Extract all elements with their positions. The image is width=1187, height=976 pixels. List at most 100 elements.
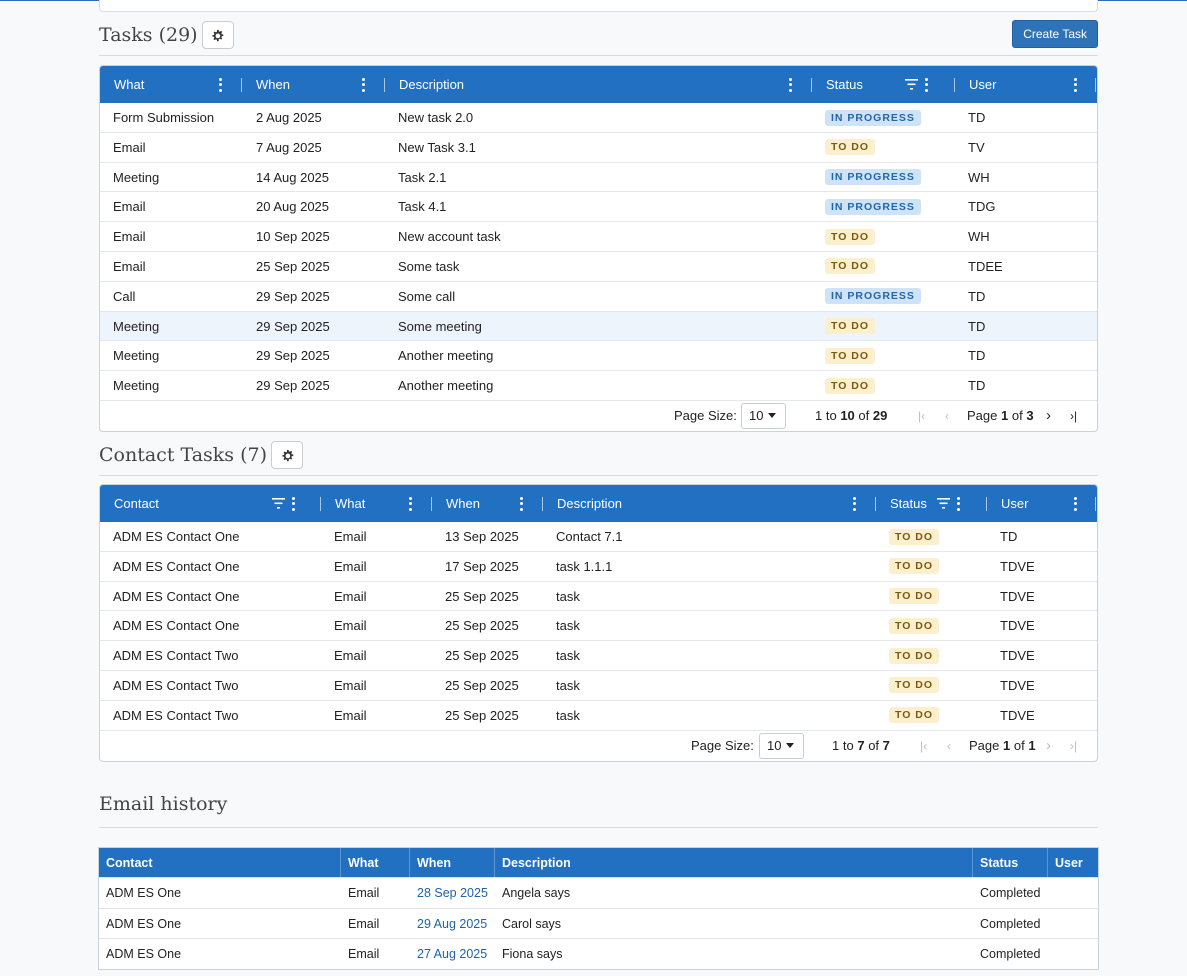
cell-desc: Task 4.1 <box>398 199 447 215</box>
cell-user: TD <box>968 288 986 304</box>
cell-when: 13 Sep 2025 <box>445 529 519 544</box>
eh-col-when[interactable]: When <box>410 848 495 877</box>
col-header-status[interactable]: Status <box>826 77 863 92</box>
filter-icon[interactable] <box>905 79 918 90</box>
col-tools-status[interactable] <box>905 66 928 103</box>
kebab-icon[interactable] <box>924 77 928 92</box>
tasks-settings-button[interactable] <box>201 21 234 49</box>
contact-tasks-section-header: Contact Tasks (7) <box>99 441 1098 469</box>
contact-tasks-grid: Contact What When Description Status Use… <box>99 484 1098 762</box>
email-date-link[interactable]: 27 Aug 2025 <box>417 947 488 962</box>
table-row[interactable]: ADM ES Contact Two Email 25 Sep 2025 task TO… <box>100 671 1097 701</box>
table-row[interactable]: ADM ES Contact Two Email 25 Sep 2025 task TO… <box>100 701 1097 731</box>
page-size-select[interactable]: 10 <box>759 732 804 759</box>
create-task-button[interactable]: Create Task <box>1012 20 1098 48</box>
col-resize-handle[interactable] <box>431 497 432 511</box>
col-tools-status[interactable] <box>937 485 960 522</box>
cell-when: 25 Sep 2025 <box>445 707 519 723</box>
col-resize-handle[interactable] <box>320 497 321 511</box>
col-resize-handle[interactable] <box>384 78 385 92</box>
cell-contact: ADM ES Contact Two <box>113 677 239 693</box>
col-header-when[interactable]: When <box>256 77 290 92</box>
first-page-icon[interactable]: |‹ <box>918 408 926 423</box>
last-page-icon[interactable]: ›| <box>1070 408 1078 423</box>
kebab-icon[interactable] <box>291 496 295 511</box>
page-size-label: Page Size: <box>674 408 737 424</box>
col-resize-handle[interactable] <box>1095 497 1096 511</box>
col-header-what[interactable]: What <box>114 77 145 92</box>
kebab-icon <box>788 77 792 92</box>
col-header-what[interactable]: What <box>335 496 366 511</box>
col-header-contact[interactable]: Contact <box>114 496 159 511</box>
table-row[interactable]: Meeting 29 Sep 2025 Another meeting TO DO TD <box>100 371 1097 401</box>
col-resize-handle[interactable] <box>954 78 955 92</box>
eh-col-contact[interactable]: Contact <box>99 848 341 877</box>
col-header-description[interactable]: Description <box>399 77 465 92</box>
kebab-icon[interactable] <box>956 496 960 511</box>
table-row[interactable]: Form Submission 2 Aug 2025 New task 2.0 IN … <box>100 103 1097 133</box>
table-row[interactable]: Call 29 Sep 2025 Some call IN PROGRESS TD <box>100 282 1097 312</box>
filter-icon[interactable] <box>937 498 950 509</box>
col-menu-description[interactable] <box>852 485 856 522</box>
cell-desc: New account task <box>398 229 501 245</box>
next-page-icon[interactable]: › <box>1046 407 1051 425</box>
table-row[interactable]: Email 7 Aug 2025 New Task 3.1 TO DO TV <box>100 133 1097 163</box>
email-date-link[interactable]: 29 Aug 2025 <box>417 916 488 931</box>
col-header-description[interactable]: Description <box>557 496 623 511</box>
cell-user: TD <box>1000 529 1018 544</box>
table-row[interactable]: ADM ES Contact Two Email 25 Sep 2025 task TO… <box>100 641 1097 671</box>
row-range-text: 1 to 7 of 7 <box>832 738 890 754</box>
cell-when: 10 Sep 2025 <box>256 229 330 245</box>
col-header-status[interactable]: Status <box>890 496 927 511</box>
col-resize-handle[interactable] <box>241 78 242 92</box>
col-menu-description[interactable] <box>788 66 792 103</box>
table-row[interactable]: Email 10 Sep 2025 New account task TO DO WH <box>100 222 1097 252</box>
table-row[interactable]: ADM ES Contact One Email 25 Sep 2025 task TO… <box>100 611 1097 642</box>
table-row[interactable]: Email 20 Aug 2025 Task 4.1 IN PROGRESS TDG <box>100 192 1097 223</box>
col-menu-what[interactable] <box>408 485 412 522</box>
eh-col-status[interactable]: Status <box>973 848 1048 877</box>
col-menu-user[interactable] <box>1073 485 1077 522</box>
eh-col-description[interactable]: Description <box>495 848 973 877</box>
status-badge: IN PROGRESS <box>825 288 921 305</box>
col-resize-handle[interactable] <box>1095 78 1096 92</box>
col-resize-handle[interactable] <box>875 497 876 511</box>
table-row[interactable]: ADM ES Contact One Email 13 Sep 2025 Contac… <box>100 522 1097 552</box>
col-resize-handle[interactable] <box>811 78 812 92</box>
filter-icon[interactable] <box>272 498 285 509</box>
cell-when: 25 Sep 2025 <box>445 677 519 693</box>
table-row[interactable]: Meeting 29 Sep 2025 Another meeting TO DO TD <box>100 341 1097 372</box>
cell-what: Email <box>113 199 146 215</box>
col-header-user[interactable]: User <box>969 77 997 92</box>
col-tools-contact[interactable] <box>272 485 295 522</box>
contact-tasks-settings-button[interactable] <box>271 441 303 469</box>
next-page-icon[interactable]: › <box>1046 737 1051 755</box>
col-resize-handle[interactable] <box>542 497 543 511</box>
cell-status: TO DO <box>889 611 940 640</box>
eh-col-what[interactable]: What <box>341 848 410 877</box>
col-menu-when[interactable] <box>519 485 523 522</box>
eh-col-user[interactable]: User <box>1055 855 1083 870</box>
table-row[interactable]: Email 25 Sep 2025 Some task TO DO TDEE <box>100 252 1097 282</box>
col-resize-handle[interactable] <box>986 497 987 511</box>
cell-what: Email <box>334 558 367 574</box>
first-page-icon[interactable]: |‹ <box>920 738 928 753</box>
prev-page-icon[interactable]: ‹ <box>947 738 951 753</box>
email-date-link[interactable]: 28 Sep 2025 <box>417 886 488 900</box>
prev-page-icon[interactable]: ‹ <box>945 408 949 423</box>
tasks-divider <box>99 55 1098 56</box>
last-page-icon[interactable]: ›| <box>1070 738 1078 753</box>
cell-desc: Some meeting <box>398 318 482 334</box>
cell-user <box>1048 939 1055 969</box>
table-row[interactable]: ADM ES Contact One Email 25 Sep 2025 task TO… <box>100 582 1097 612</box>
table-row[interactable]: ADM ES Contact One Email 17 Sep 2025 task 1… <box>100 552 1097 582</box>
cell-what: Call <box>113 288 136 304</box>
page-size-select[interactable]: 10 <box>741 402 786 429</box>
table-row[interactable]: Meeting 14 Aug 2025 Task 2.1 IN PROGRESS WH <box>100 163 1097 193</box>
col-header-when[interactable]: When <box>446 496 480 511</box>
col-header-user[interactable]: User <box>1001 496 1029 511</box>
col-menu-when[interactable] <box>361 66 365 103</box>
table-row[interactable]: Meeting 29 Sep 2025 Some meeting TO DO TD <box>100 311 1097 342</box>
col-menu-user[interactable] <box>1073 66 1077 103</box>
col-menu-what[interactable] <box>218 66 222 103</box>
